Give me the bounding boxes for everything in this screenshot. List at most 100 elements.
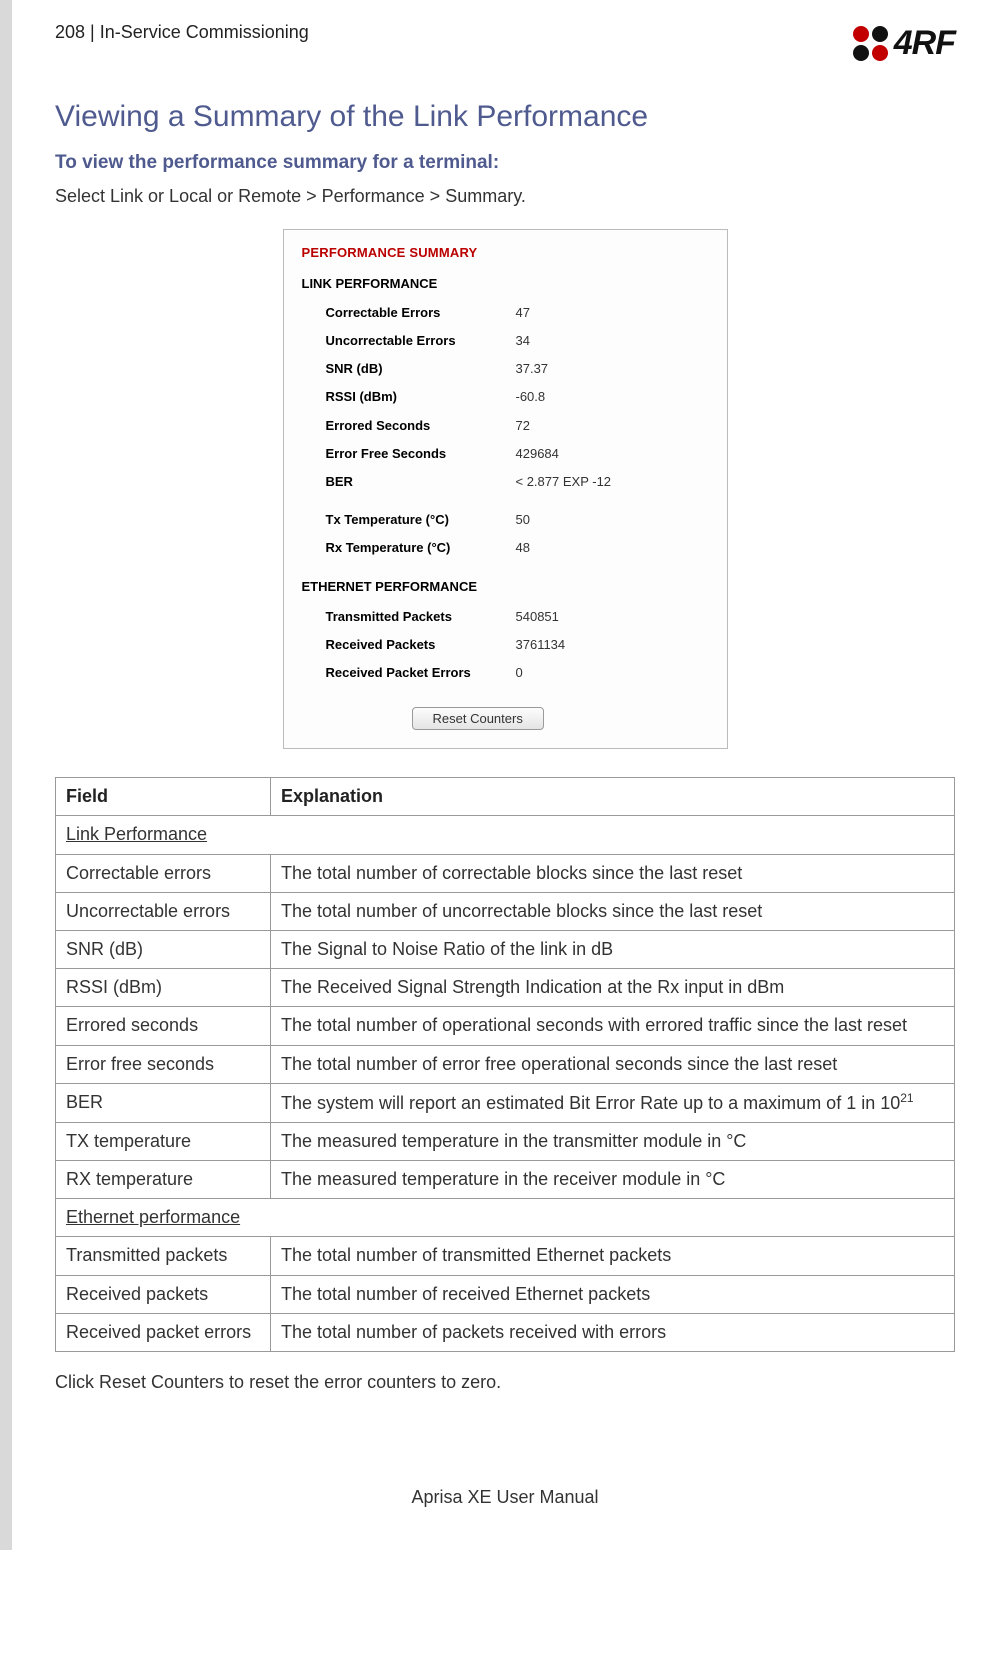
page-title: Viewing a Summary of the Link Performanc…: [55, 96, 955, 138]
panel-key: Transmitted Packets: [326, 608, 516, 626]
panel-row: Correctable Errors47: [302, 299, 709, 327]
logo-dot: [872, 26, 888, 42]
table-header-field: Field: [56, 778, 271, 816]
panel-row: Transmitted Packets540851: [302, 603, 709, 631]
panel-key: Error Free Seconds: [326, 445, 516, 463]
table-row: RSSI (dBm)The Received Signal Strength I…: [56, 969, 955, 1007]
ber-exponent: 21: [900, 1091, 913, 1105]
table-header-row: Field Explanation: [56, 778, 955, 816]
panel-row: SNR (dB)37.37: [302, 355, 709, 383]
table-field: RX temperature: [56, 1161, 271, 1199]
header-divider: |: [85, 22, 100, 42]
panel-key: RSSI (dBm): [326, 388, 516, 406]
panel-value: 50: [516, 511, 530, 529]
footer-text: Aprisa XE User Manual: [55, 1485, 955, 1510]
panel-value: 540851: [516, 608, 559, 626]
reset-counters-button[interactable]: Reset Counters: [412, 707, 544, 730]
panel-key: Received Packet Errors: [326, 664, 516, 682]
left-margin-bar: [0, 0, 12, 1550]
panel-row: Errored Seconds72: [302, 412, 709, 440]
table-row: Uncorrectable errorsThe total number of …: [56, 892, 955, 930]
table-field: Transmitted packets: [56, 1237, 271, 1275]
table-section-cell: Link Performance: [56, 816, 955, 854]
panel-row: Error Free Seconds429684: [302, 440, 709, 468]
table-row: Transmitted packetsThe total number of t…: [56, 1237, 955, 1275]
panel-value: 72: [516, 417, 530, 435]
panel-key: Received Packets: [326, 636, 516, 654]
sub-heading: To view the performance summary for a te…: [55, 150, 955, 177]
panel-key: Correctable Errors: [326, 304, 516, 322]
panel-value: 429684: [516, 445, 559, 463]
table-header-explanation: Explanation: [271, 778, 955, 816]
panel-value: < 2.877 EXP -12: [516, 473, 612, 491]
ber-text: The system will report an estimated Bit …: [281, 1093, 900, 1113]
table-explanation: The Received Signal Strength Indication …: [271, 969, 955, 1007]
table-row: SNR (dB)The Signal to Noise Ratio of the…: [56, 930, 955, 968]
table-explanation: The measured temperature in the transmit…: [271, 1122, 955, 1160]
panel-row: BER< 2.877 EXP -12: [302, 468, 709, 496]
page-number-section: 208 | In-Service Commissioning: [55, 20, 309, 45]
table-explanation: The total number of correctable blocks s…: [271, 854, 955, 892]
logo-dot: [853, 45, 869, 61]
logo-dot: [872, 45, 888, 61]
panel-row: Tx Temperature (°C)50: [302, 506, 709, 534]
panel-value: 34: [516, 332, 530, 350]
page-header: 208 | In-Service Commissioning 4RF: [55, 20, 955, 68]
table-section-row: Link Performance: [56, 816, 955, 854]
table-explanation: The total number of received Ethernet pa…: [271, 1275, 955, 1313]
section-name: In-Service Commissioning: [100, 22, 309, 42]
table-field: Received packets: [56, 1275, 271, 1313]
table-row: Received packet errorsThe total number o…: [56, 1313, 955, 1351]
panel-section-heading: LINK PERFORMANCE: [302, 275, 709, 293]
performance-panel: PERFORMANCE SUMMARY LINK PERFORMANCE Cor…: [283, 229, 728, 749]
table-row: Correctable errorsThe total number of co…: [56, 854, 955, 892]
panel-value: 37.37: [516, 360, 549, 378]
panel-key: SNR (dB): [326, 360, 516, 378]
table-field: SNR (dB): [56, 930, 271, 968]
panel-section-heading: ETHERNET PERFORMANCE: [302, 578, 709, 596]
table-row: RX temperatureThe measured temperature i…: [56, 1161, 955, 1199]
panel-value: -60.8: [516, 388, 546, 406]
table-field: Error free seconds: [56, 1045, 271, 1083]
table-field: Errored seconds: [56, 1007, 271, 1045]
panel-key: Uncorrectable Errors: [326, 332, 516, 350]
panel-value: 0: [516, 664, 523, 682]
table-field: Received packet errors: [56, 1313, 271, 1351]
table-field: BER: [56, 1083, 271, 1122]
table-row: BER The system will report an estimated B…: [56, 1083, 955, 1122]
closing-text: Click Reset Counters to reset the error …: [55, 1370, 955, 1395]
panel-row: Received Packet Errors0: [302, 659, 709, 687]
panel-value: 48: [516, 539, 530, 557]
panel-key: Errored Seconds: [326, 417, 516, 435]
panel-row: Uncorrectable Errors34: [302, 327, 709, 355]
table-explanation: The total number of packets received wit…: [271, 1313, 955, 1351]
panel-value: 3761134: [516, 636, 566, 654]
table-field: RSSI (dBm): [56, 969, 271, 1007]
table-explanation: The total number of error free operation…: [271, 1045, 955, 1083]
panel-gap: [302, 562, 709, 572]
table-explanation: The total number of uncorrectable blocks…: [271, 892, 955, 930]
table-field: TX temperature: [56, 1122, 271, 1160]
panel-gap: [302, 496, 709, 506]
panel-key: BER: [326, 473, 516, 491]
panel-key: Tx Temperature (°C): [326, 511, 516, 529]
table-row: Error free secondsThe total number of er…: [56, 1045, 955, 1083]
table-row: TX temperatureThe measured temperature i…: [56, 1122, 955, 1160]
table-explanation: The total number of transmitted Ethernet…: [271, 1237, 955, 1275]
table-explanation: The total number of operational seconds …: [271, 1007, 955, 1045]
panel-value: 47: [516, 304, 530, 322]
page-number: 208: [55, 22, 85, 42]
panel-title: PERFORMANCE SUMMARY: [302, 244, 709, 262]
logo-dot: [853, 26, 869, 42]
logo-text: 4RF: [894, 20, 955, 68]
table-field: Correctable errors: [56, 854, 271, 892]
instruction-text: Select Link or Local or Remote > Perform…: [55, 184, 955, 209]
table-explanation: The measured temperature in the receiver…: [271, 1161, 955, 1199]
panel-row: Received Packets3761134: [302, 631, 709, 659]
panel-row: RSSI (dBm)-60.8: [302, 383, 709, 411]
explanation-table: Field Explanation Link Performance Corre…: [55, 777, 955, 1352]
panel-key: Rx Temperature (°C): [326, 539, 516, 557]
table-section-row: Ethernet performance: [56, 1199, 955, 1237]
table-row: Errored secondsThe total number of opera…: [56, 1007, 955, 1045]
logo-dots: [853, 26, 888, 61]
